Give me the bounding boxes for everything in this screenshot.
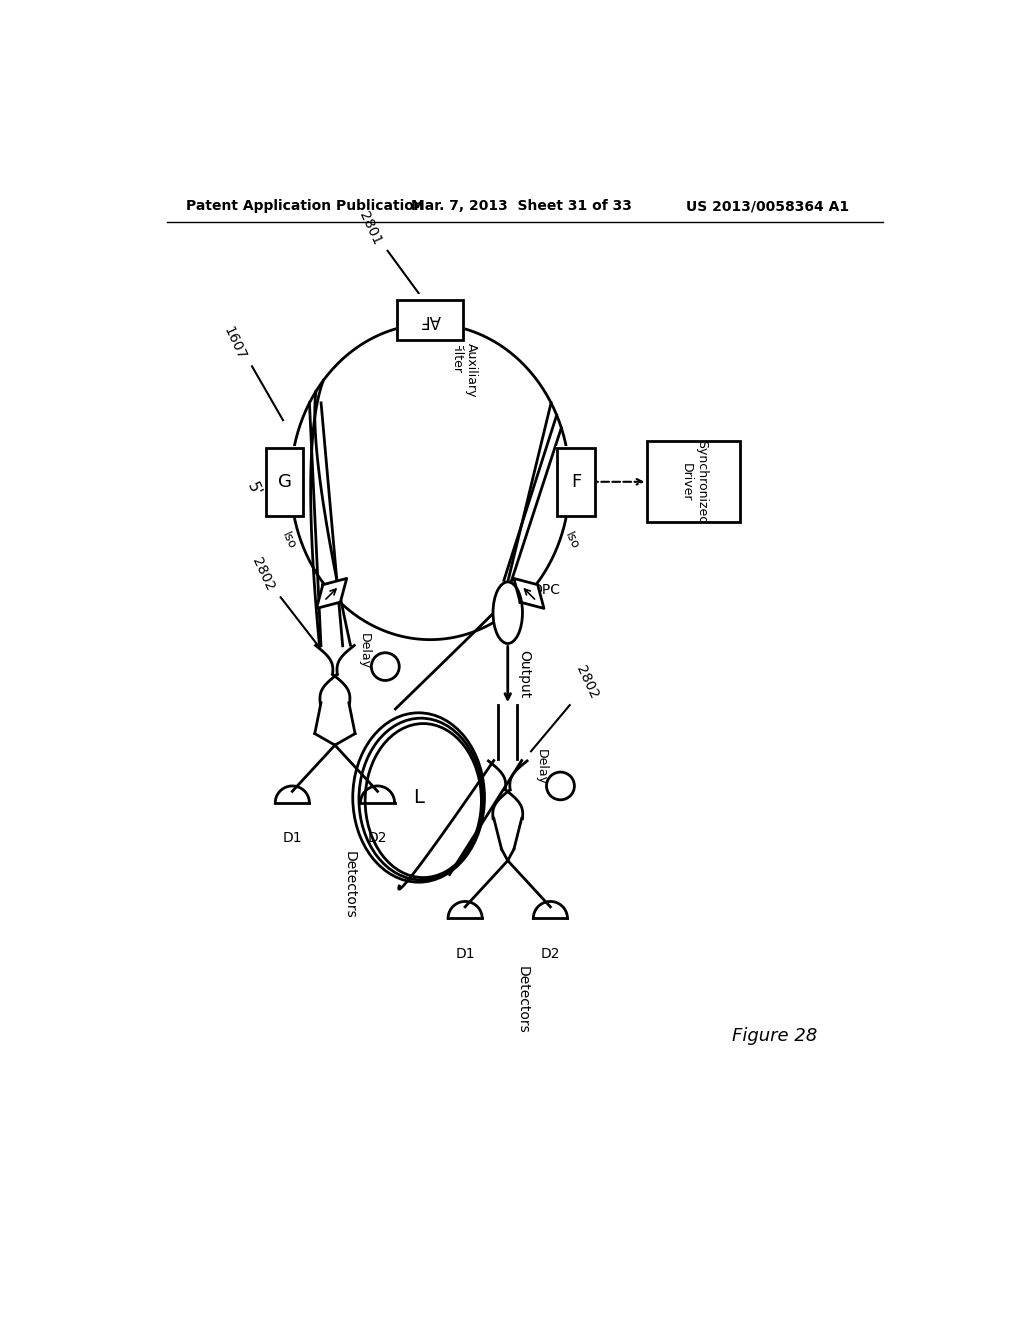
Text: L: L [414,788,424,807]
Text: Figure 28: Figure 28 [732,1027,818,1045]
Text: OPC: OPC [531,582,560,597]
Text: D2: D2 [368,832,387,845]
Text: D1: D1 [283,832,302,845]
Polygon shape [316,578,347,609]
Text: 2801: 2801 [356,209,384,247]
Text: Output: Output [517,651,531,698]
Text: D2: D2 [541,946,560,961]
Text: D1: D1 [456,946,475,961]
Ellipse shape [494,582,521,643]
Bar [557,447,595,516]
Text: G: G [278,473,292,491]
Text: Mar. 7, 2013  Sheet 31 of 33: Mar. 7, 2013 Sheet 31 of 33 [411,199,632,213]
Text: 1607: 1607 [220,325,248,363]
Text: Iso: Iso [562,529,582,550]
Text: Auxiliary
Filter: Auxiliary Filter [450,343,477,397]
Text: 5': 5' [244,480,263,499]
Text: F: F [570,473,581,491]
Bar [395,294,465,346]
Text: Delay: Delay [358,634,371,669]
Bar [264,446,305,517]
Text: Detectors: Detectors [343,850,356,919]
Bar [397,300,463,341]
Polygon shape [514,578,544,609]
Text: Synchronized
Driver: Synchronized Driver [680,440,708,524]
Text: Patent Application Publication: Patent Application Publication [186,199,424,213]
Bar [266,447,303,516]
Text: AF: AF [420,312,440,329]
Text: Delay: Delay [535,748,548,784]
Text: US 2013/0058364 A1: US 2013/0058364 A1 [686,199,849,213]
Bar [556,446,596,517]
Text: 2802: 2802 [249,556,276,594]
Bar [647,441,740,523]
Text: Iso: Iso [280,529,299,550]
Text: 2802: 2802 [573,664,601,701]
Text: Detectors: Detectors [515,966,529,1034]
